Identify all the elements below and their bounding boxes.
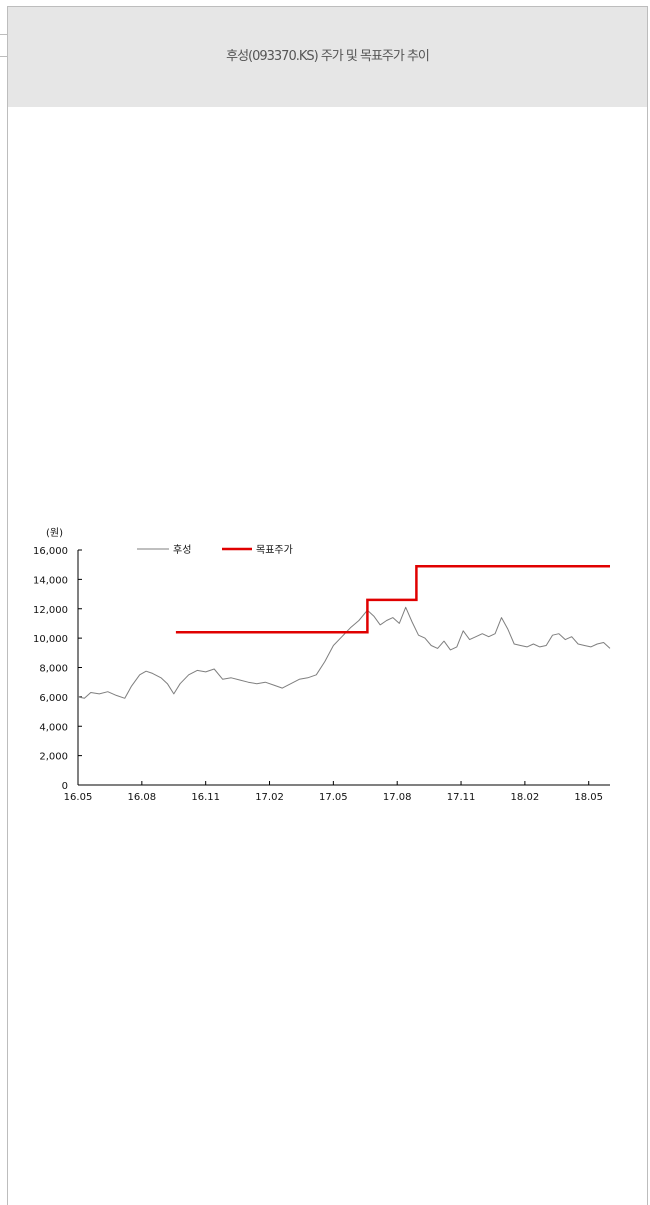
x-tick-label: 17.08 (383, 792, 412, 803)
x-tick-label: 18.05 (574, 792, 603, 803)
x-tick-label: 16.05 (64, 792, 93, 803)
y-tick-label: 0 (62, 781, 68, 792)
chart-axes: 0 2,000 4,000 6,000 8,000 10,000 12,000 14,000 1… (33, 527, 610, 803)
frame-top-border (7, 6, 648, 7)
x-tick-label: 17.11 (447, 792, 476, 803)
y-tick-label: 6,000 (39, 693, 68, 704)
x-tick-label: 17.05 (319, 792, 348, 803)
x-tick-label: 16.11 (191, 792, 220, 803)
y-tick-label: 14,000 (33, 575, 68, 586)
x-tick-label: 17.02 (255, 792, 284, 803)
y-tick-label: 10,000 (33, 634, 68, 645)
legend-label: 목표주가 (256, 544, 293, 556)
chart-title: 후성(093370.KS) 주가 및 목표주가 추이 (226, 48, 430, 64)
frame-right-border (647, 6, 648, 1205)
y-tick-label: 16,000 (33, 546, 68, 557)
y-tick-label: 12,000 (33, 605, 68, 616)
stub-line-top (0, 34, 7, 35)
chart-header: 후성(093370.KS) 주가 및 목표주가 추이 (8, 7, 647, 107)
y-tick-label: 4,000 (39, 722, 68, 733)
price-chart: 0 2,000 4,000 6,000 8,000 10,000 12,000 14,000 1… (33, 527, 611, 803)
y-axis-label: (원) (46, 527, 63, 539)
price-series-line (77, 606, 611, 699)
y-tick-label: 8,000 (39, 664, 68, 675)
legend-label: 후성 (173, 544, 191, 556)
chart-series (77, 564, 611, 699)
chart-legend: 후성 목표주가 (137, 544, 293, 556)
chart-area: 0 2,000 4,000 6,000 8,000 10,000 12,000 14,000 1… (0, 520, 650, 810)
stub-line-bottom (0, 56, 7, 57)
target-price-series-line (175, 564, 610, 634)
x-tick-label: 16.08 (128, 792, 157, 803)
frame-left-border (7, 6, 8, 1205)
y-tick-label: 2,000 (39, 752, 68, 763)
x-tick-label: 18.02 (511, 792, 540, 803)
